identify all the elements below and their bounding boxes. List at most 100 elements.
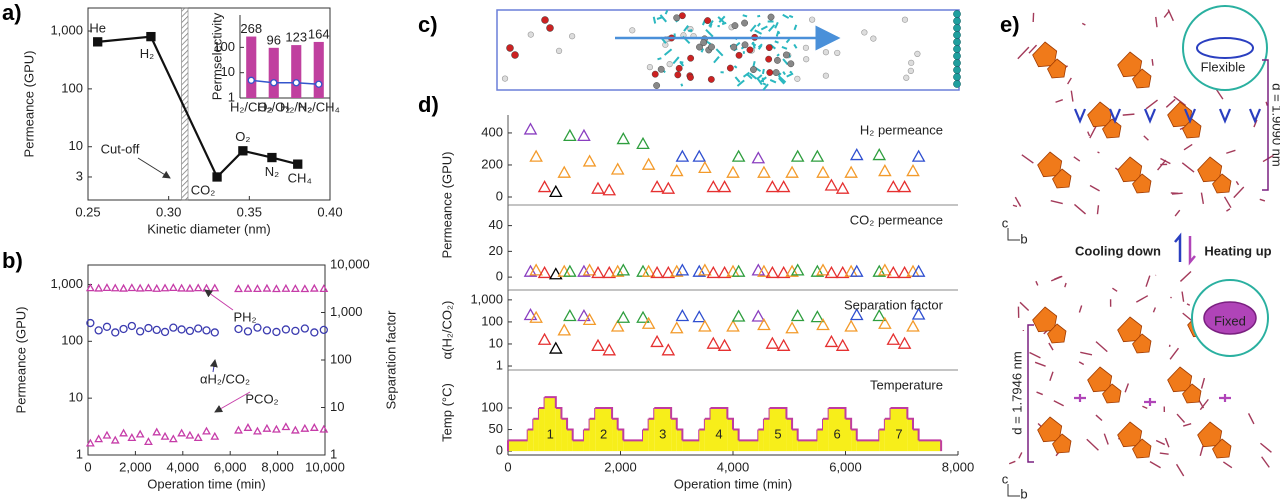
temperature-edge [792,428,799,441]
structure-label: Heating up [1204,243,1271,258]
temperature-edge [643,418,650,431]
value-label: 164 [308,26,330,41]
x-tick-label: 0 [504,459,511,474]
point [309,283,319,292]
y-tick-label: 100 [481,399,503,414]
temperature-edge [595,406,614,419]
linker [1028,44,1038,54]
point [127,283,137,292]
data-line [251,79,319,85]
annotation-arrow [204,289,234,311]
point [523,307,538,321]
x-tick-label: 2,000 [604,459,637,474]
point [878,316,892,329]
point [243,327,253,336]
point [906,164,920,177]
framework-bond [659,14,668,23]
point [557,264,572,277]
point [790,308,805,322]
y-tick-label: 10 [69,390,83,405]
linker [1265,101,1268,106]
x-tick-label: 2,000 [119,459,152,474]
structure-label: d = 1.7946 nm [1009,351,1024,434]
y-tick-label: 100 [213,39,235,54]
point [785,264,799,277]
polyhedron [1117,51,1143,78]
framework-bond [786,72,794,78]
linker [1179,270,1192,282]
point [234,324,243,334]
temperature-edge [508,429,529,442]
axis-title: Permeance (GPU) [439,152,454,259]
point [872,148,887,161]
point [168,434,178,443]
point [281,325,291,334]
point [906,319,920,332]
linker [1223,196,1232,209]
framework-bond [793,43,798,49]
temperature-edge [544,396,557,408]
y-tick-label: 100 [61,80,83,95]
spacing-bracket [1262,59,1269,191]
point [160,327,170,337]
temperature-step [623,440,643,452]
framework-bond [683,25,689,32]
co2-molecule [546,24,554,32]
point [281,422,291,431]
polyhedron [1047,58,1067,79]
point [717,338,732,351]
x-tick-label: 8,000 [942,459,975,474]
point [529,263,543,276]
framework-bond [778,77,785,85]
point [582,154,597,167]
y2-tick-label: 100 [330,351,352,366]
temperature-step [544,397,556,452]
framework-bond [757,22,761,27]
annotation-arrow [137,157,171,179]
point [751,151,766,164]
cycle-label: 7 [895,426,902,441]
point [731,149,746,162]
polyhedron [1102,118,1122,139]
point [537,332,552,345]
point [641,316,656,329]
x-tick-label: 4,000 [717,459,750,474]
framework-bond [742,14,748,18]
linker [1064,282,1067,288]
cycle-label: 2 [600,426,607,441]
point [810,264,825,277]
gas-molecule [527,31,534,38]
x-tick-label: 8,000 [261,459,294,474]
temperature-edge [797,429,819,442]
polyhedron [1132,333,1152,354]
point [582,263,597,276]
point [177,325,186,334]
temperature-step [918,440,942,452]
polyhedron [1212,173,1232,194]
temperature-step [913,429,919,452]
framework-bond [761,68,765,75]
point [119,283,128,292]
spacing-bracket [1027,324,1034,463]
temperature-step [738,440,759,452]
temperature-edge [561,417,569,430]
point [636,136,650,149]
point [557,165,572,178]
temperature-step [733,429,739,452]
point [669,321,684,334]
polyhedron [1032,41,1058,68]
point [582,312,597,326]
x-tick-label: 0 [84,459,91,474]
polyhedron [1132,68,1152,89]
framework-bond [708,20,714,28]
point [243,423,253,431]
framework-bond [715,48,724,57]
temperature-edge [769,406,788,419]
plot-frame [87,264,326,456]
point [319,424,329,433]
linker [1036,391,1044,396]
point [119,324,128,334]
temperature-step [758,429,764,452]
framework-atom [750,66,757,73]
linker [1048,342,1054,351]
